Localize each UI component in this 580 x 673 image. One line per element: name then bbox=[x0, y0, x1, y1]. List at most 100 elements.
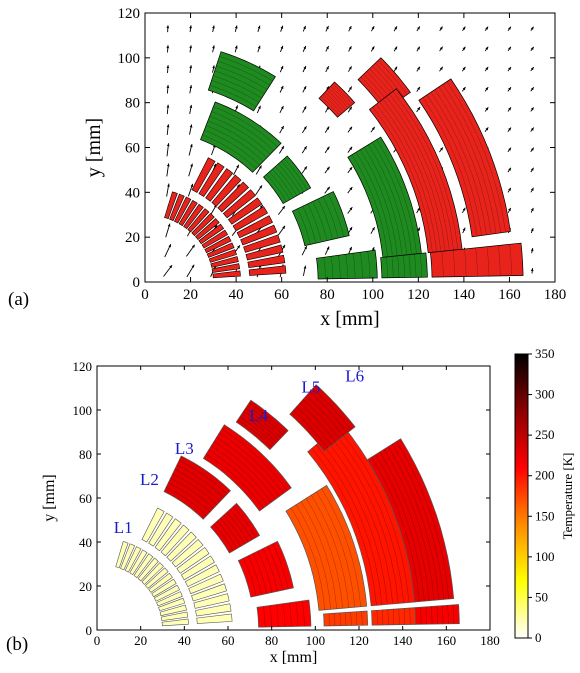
coil-turn-line bbox=[248, 402, 286, 434]
x-tick-label: 20 bbox=[183, 287, 198, 303]
field-arrow-head bbox=[349, 187, 353, 191]
field-arrow-head bbox=[462, 66, 466, 70]
coil-turn-line bbox=[316, 491, 355, 608]
coil-block bbox=[414, 604, 460, 625]
field-arrow-head bbox=[348, 46, 352, 50]
coil-block bbox=[161, 618, 189, 627]
coil-turn-line bbox=[376, 610, 378, 626]
coil-turn-line bbox=[330, 256, 334, 279]
y-tick-label: 20 bbox=[79, 579, 92, 594]
coil-block bbox=[159, 604, 187, 617]
x-tick-label: 180 bbox=[480, 633, 500, 648]
coil-turn-line bbox=[408, 254, 411, 278]
coil-block bbox=[211, 174, 242, 207]
coil-turn-line bbox=[392, 609, 395, 625]
coil-turn-line bbox=[315, 444, 383, 605]
coil-turn-line bbox=[414, 254, 417, 278]
panel-b-x-axis-label: x [mm] bbox=[270, 649, 318, 666]
field-arrow-head bbox=[462, 207, 466, 211]
coil-turn-line bbox=[213, 75, 262, 99]
field-arrow-head bbox=[349, 227, 353, 231]
coil-block bbox=[124, 546, 142, 573]
coil-turn-line bbox=[383, 449, 435, 601]
y-tick-label: 60 bbox=[79, 491, 92, 506]
coil-turn-line bbox=[322, 94, 342, 114]
field-arrow-head bbox=[189, 144, 193, 148]
coil-block bbox=[207, 51, 276, 112]
coil-block bbox=[178, 200, 198, 227]
coil-block bbox=[196, 613, 233, 624]
coil-turn-line bbox=[275, 166, 298, 196]
panel-b-axes: 0 20 40 60 80 100 120 140 160 180 0 20 40 60 80 100 120 bbox=[73, 359, 500, 648]
field-arrow-head bbox=[166, 85, 170, 88]
field-arrow-head bbox=[326, 66, 329, 70]
coil-turn-line bbox=[278, 163, 301, 194]
field-arrow-head bbox=[326, 186, 330, 190]
field-arrow-head bbox=[282, 244, 285, 249]
field-arrow-head bbox=[462, 26, 466, 30]
coil-turn-line bbox=[398, 608, 400, 625]
field-arrow-head bbox=[530, 46, 534, 50]
y-tick-label: 60 bbox=[125, 141, 140, 157]
coil-turn-line bbox=[498, 245, 501, 276]
field-arrow-head bbox=[166, 143, 170, 147]
field-arrow-head bbox=[417, 86, 420, 90]
coil-turn-line bbox=[430, 92, 487, 235]
x-tick-label: 120 bbox=[349, 633, 369, 648]
coil-block bbox=[418, 78, 511, 238]
colorbar-tick-label: 0 bbox=[535, 630, 542, 645]
coil-turn-line bbox=[305, 498, 344, 609]
coil-block bbox=[195, 218, 220, 241]
field-arrow-head bbox=[394, 46, 398, 50]
coil-turn-line bbox=[328, 613, 330, 626]
coil-block bbox=[227, 197, 263, 225]
coil-block bbox=[156, 591, 183, 607]
coil-turn-line bbox=[245, 408, 282, 438]
coil-turn-line bbox=[276, 604, 279, 627]
y-tick-label: 80 bbox=[125, 96, 140, 112]
coil-block bbox=[141, 507, 165, 543]
field-arrow-head bbox=[191, 264, 195, 268]
y-tick-label: 80 bbox=[79, 447, 92, 462]
coil-turn-line bbox=[239, 416, 275, 445]
coil-turn-line bbox=[391, 256, 394, 278]
field-arrow-head bbox=[212, 65, 215, 69]
coil-turn-line bbox=[426, 94, 482, 236]
coil-block bbox=[193, 593, 230, 609]
coil-turn-line bbox=[336, 426, 410, 603]
coil-block bbox=[191, 157, 216, 193]
colorbar-tick-label: 100 bbox=[535, 549, 555, 564]
panel-b-layer-labels: L1 L2 L3 L4 L5 L6 bbox=[114, 366, 364, 537]
coil-turn-line bbox=[382, 98, 446, 252]
coil-block bbox=[256, 599, 312, 628]
field-arrow-head bbox=[462, 46, 466, 50]
field-arrow-head bbox=[508, 87, 511, 91]
field-arrow-head bbox=[191, 244, 195, 248]
coil-turn-line bbox=[431, 606, 433, 625]
coil-turn-line bbox=[267, 545, 284, 591]
field-arrow-head bbox=[258, 105, 261, 109]
field-arrow-head bbox=[282, 225, 285, 229]
coil-turn-line bbox=[272, 543, 289, 590]
field-arrow-head bbox=[485, 46, 489, 50]
coil-turn-line bbox=[204, 130, 260, 166]
coil-turn-line bbox=[475, 247, 478, 277]
coil-turn-line bbox=[302, 600, 305, 627]
coil-block bbox=[188, 573, 224, 595]
field-arrow-head bbox=[166, 65, 170, 69]
field-arrow-head bbox=[371, 247, 375, 251]
coil-turn-line bbox=[361, 611, 363, 626]
coil-turn-line bbox=[166, 486, 207, 516]
field-arrow-head bbox=[508, 26, 511, 30]
coil-turn-line bbox=[299, 403, 336, 443]
field-arrow-head bbox=[257, 25, 261, 29]
coil-block bbox=[366, 438, 455, 603]
coil-turn-line bbox=[243, 410, 280, 441]
coil-block bbox=[198, 223, 225, 245]
field-arrow-head bbox=[257, 45, 261, 49]
coil-turn-line bbox=[345, 612, 347, 626]
coil-block bbox=[210, 502, 261, 554]
coil-block bbox=[115, 541, 129, 569]
coil-block bbox=[160, 524, 190, 557]
field-arrow-head bbox=[326, 146, 330, 150]
